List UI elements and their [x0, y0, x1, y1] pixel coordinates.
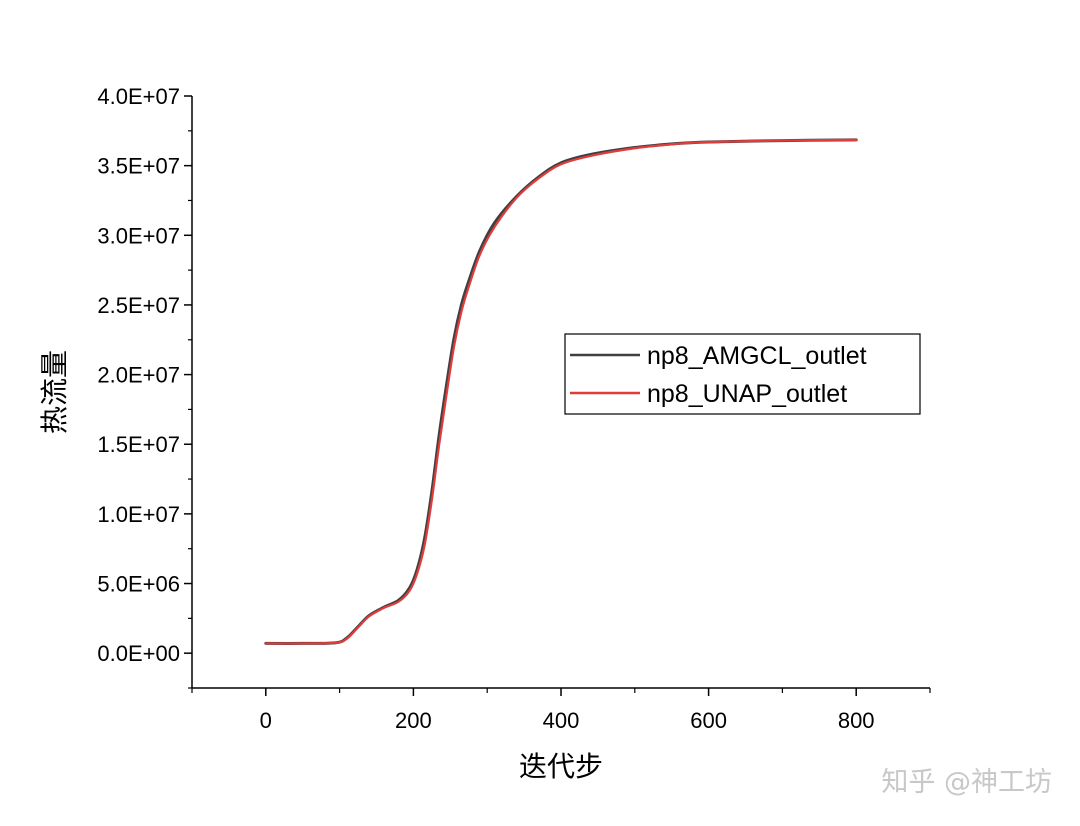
series-layer [264, 138, 858, 645]
y-tick-label: 3.0E+07 [97, 223, 180, 248]
x-tick-label: 600 [690, 708, 727, 733]
y-tick-label: 2.5E+07 [97, 293, 180, 318]
y-axis: 0.0E+00 5.0E+06 1.0E+07 1.5E+07 2.0E+07 2.5E+… [97, 84, 193, 689]
x-axis: 0 200 400 600 800 [191, 687, 931, 733]
y-tick-label: 3.5E+07 [97, 154, 180, 179]
y-tick-label: 1.0E+07 [97, 502, 180, 527]
legend-label-amgcl: np8_AMGCL_outlet [647, 342, 867, 370]
x-axis-title: 迭代步 [519, 750, 603, 783]
y-tick-label: 2.0E+07 [97, 363, 180, 388]
watermark: 知乎 @神工坊 [881, 767, 1052, 798]
x-tick-label: 400 [543, 708, 580, 733]
y-tick-label: 0.0E+00 [97, 641, 180, 666]
y-axis-title: 热流量 [38, 350, 71, 434]
x-tick-label: 800 [838, 708, 875, 733]
y-tick-label: 1.5E+07 [97, 432, 180, 457]
x-tick-label: 200 [395, 708, 432, 733]
x-tick-label: 0 [260, 708, 272, 733]
legend-label-unap: np8_UNAP_outlet [647, 380, 847, 408]
y-tick-label: 5.0E+06 [97, 572, 180, 597]
legend-box [564, 333, 921, 415]
y-tick-label: 4.0E+07 [97, 84, 180, 109]
legend: np8_AMGCL_outlet np8_UNAP_outlet [564, 333, 921, 415]
series-line-np8-unap-outlet [264, 138, 858, 645]
